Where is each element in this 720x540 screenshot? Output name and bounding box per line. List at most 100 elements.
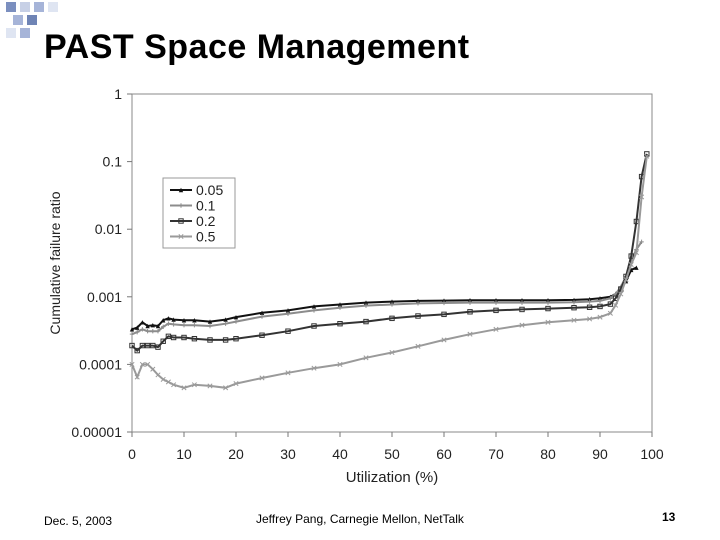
data-point — [139, 342, 146, 349]
data-point — [545, 298, 551, 303]
corner-decoration — [6, 2, 58, 38]
data-point — [597, 296, 603, 301]
data-point — [223, 321, 228, 326]
data-point — [644, 153, 650, 159]
data-point — [140, 327, 145, 332]
data-point — [597, 298, 603, 304]
data-point — [467, 331, 473, 337]
data-point — [233, 335, 239, 342]
series-layer — [129, 151, 650, 391]
data-point — [634, 265, 639, 270]
x-axis-label: Utilization (%) — [346, 469, 439, 486]
legend-item: 0.1 — [170, 198, 216, 214]
data-point — [363, 318, 369, 325]
data-point — [170, 334, 177, 341]
data-point — [337, 361, 343, 367]
data-point — [129, 361, 135, 367]
x-tick-label: 40 — [332, 446, 348, 462]
data-point — [129, 331, 135, 337]
data-point — [389, 299, 395, 304]
x-axis-ticks: 0 10 20 30 40 50 60 70 80 90 100 — [128, 432, 664, 462]
data-point — [155, 323, 161, 329]
data-point — [618, 291, 624, 297]
data-point — [134, 374, 140, 380]
legend-item: 0.5 — [170, 229, 216, 245]
data-point — [519, 300, 525, 305]
data-point — [363, 355, 369, 361]
data-point — [389, 315, 395, 322]
data-point — [467, 300, 473, 305]
y-tick-label: 0.001 — [87, 289, 122, 305]
data-point — [134, 347, 140, 354]
data-point — [166, 321, 171, 326]
data-point — [135, 329, 140, 335]
data-point — [150, 323, 155, 328]
legend-marker — [178, 203, 184, 208]
y-axis-ticks: 1 0.1 0.01 0.001 0.0001 0.00001 — [71, 86, 132, 440]
data-point — [191, 382, 197, 388]
data-point — [493, 298, 499, 303]
data-point — [207, 323, 213, 329]
y-tick-label: 0.00001 — [71, 424, 122, 440]
data-point — [467, 298, 473, 303]
legend-marker — [178, 187, 184, 193]
x-tick-label: 10 — [176, 446, 192, 462]
legend-item: 0.2 — [170, 213, 216, 229]
data-point — [259, 310, 265, 315]
data-point — [415, 343, 421, 349]
data-point — [135, 325, 140, 330]
data-point — [519, 298, 525, 303]
data-point — [223, 317, 228, 322]
data-point — [171, 322, 176, 327]
data-point — [145, 328, 150, 334]
x-tick-label: 20 — [228, 446, 244, 462]
data-point — [223, 385, 229, 391]
legend-marker — [178, 233, 184, 240]
x-tick-label: 50 — [384, 446, 400, 462]
data-point — [144, 342, 151, 349]
data-point — [150, 342, 156, 349]
data-point — [597, 303, 603, 310]
data-point — [285, 370, 291, 376]
data-point — [191, 335, 198, 342]
data-point — [233, 314, 239, 320]
data-point — [623, 276, 629, 283]
data-point — [259, 375, 265, 381]
data-point — [571, 317, 577, 323]
data-point — [337, 321, 343, 327]
data-point — [165, 379, 171, 385]
data-point — [207, 337, 213, 343]
data-point — [207, 319, 213, 324]
series-line — [131, 153, 648, 352]
data-point — [363, 300, 369, 305]
data-point — [633, 250, 639, 256]
plot-area — [131, 93, 653, 433]
y-tick-label: 0.01 — [95, 221, 122, 237]
data-point — [607, 310, 613, 316]
data-point — [171, 382, 177, 388]
data-point — [181, 385, 187, 391]
data-point — [467, 309, 473, 315]
series-line — [131, 241, 643, 336]
x-tick-label: 100 — [640, 446, 664, 462]
legend-label: 0.1 — [196, 198, 216, 214]
data-point — [140, 320, 145, 325]
data-point — [171, 317, 176, 322]
data-point — [608, 296, 613, 301]
data-point — [145, 323, 150, 329]
data-point — [139, 361, 145, 367]
data-point — [155, 372, 161, 378]
series-0.5 — [129, 153, 650, 391]
data-point — [586, 304, 593, 310]
data-point — [285, 328, 291, 334]
data-point — [587, 316, 593, 322]
data-point — [441, 337, 447, 343]
x-tick-label: 30 — [280, 446, 296, 462]
data-point — [441, 311, 447, 318]
data-point — [441, 300, 447, 306]
data-point — [181, 318, 187, 323]
data-point — [597, 314, 603, 320]
data-point — [415, 298, 421, 304]
legend-label: 0.05 — [196, 182, 223, 198]
data-point — [181, 323, 187, 328]
